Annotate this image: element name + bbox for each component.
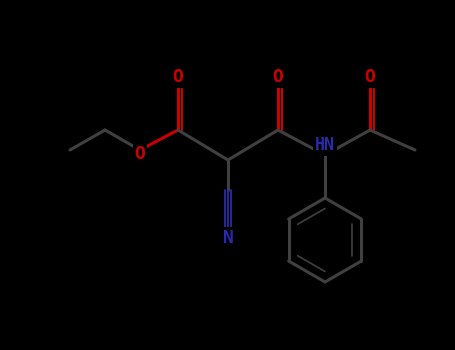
Text: O: O bbox=[135, 145, 146, 163]
Text: N: N bbox=[222, 229, 233, 247]
Text: O: O bbox=[172, 68, 183, 86]
Text: HN: HN bbox=[315, 136, 335, 154]
Text: O: O bbox=[364, 68, 375, 86]
Text: O: O bbox=[273, 68, 283, 86]
